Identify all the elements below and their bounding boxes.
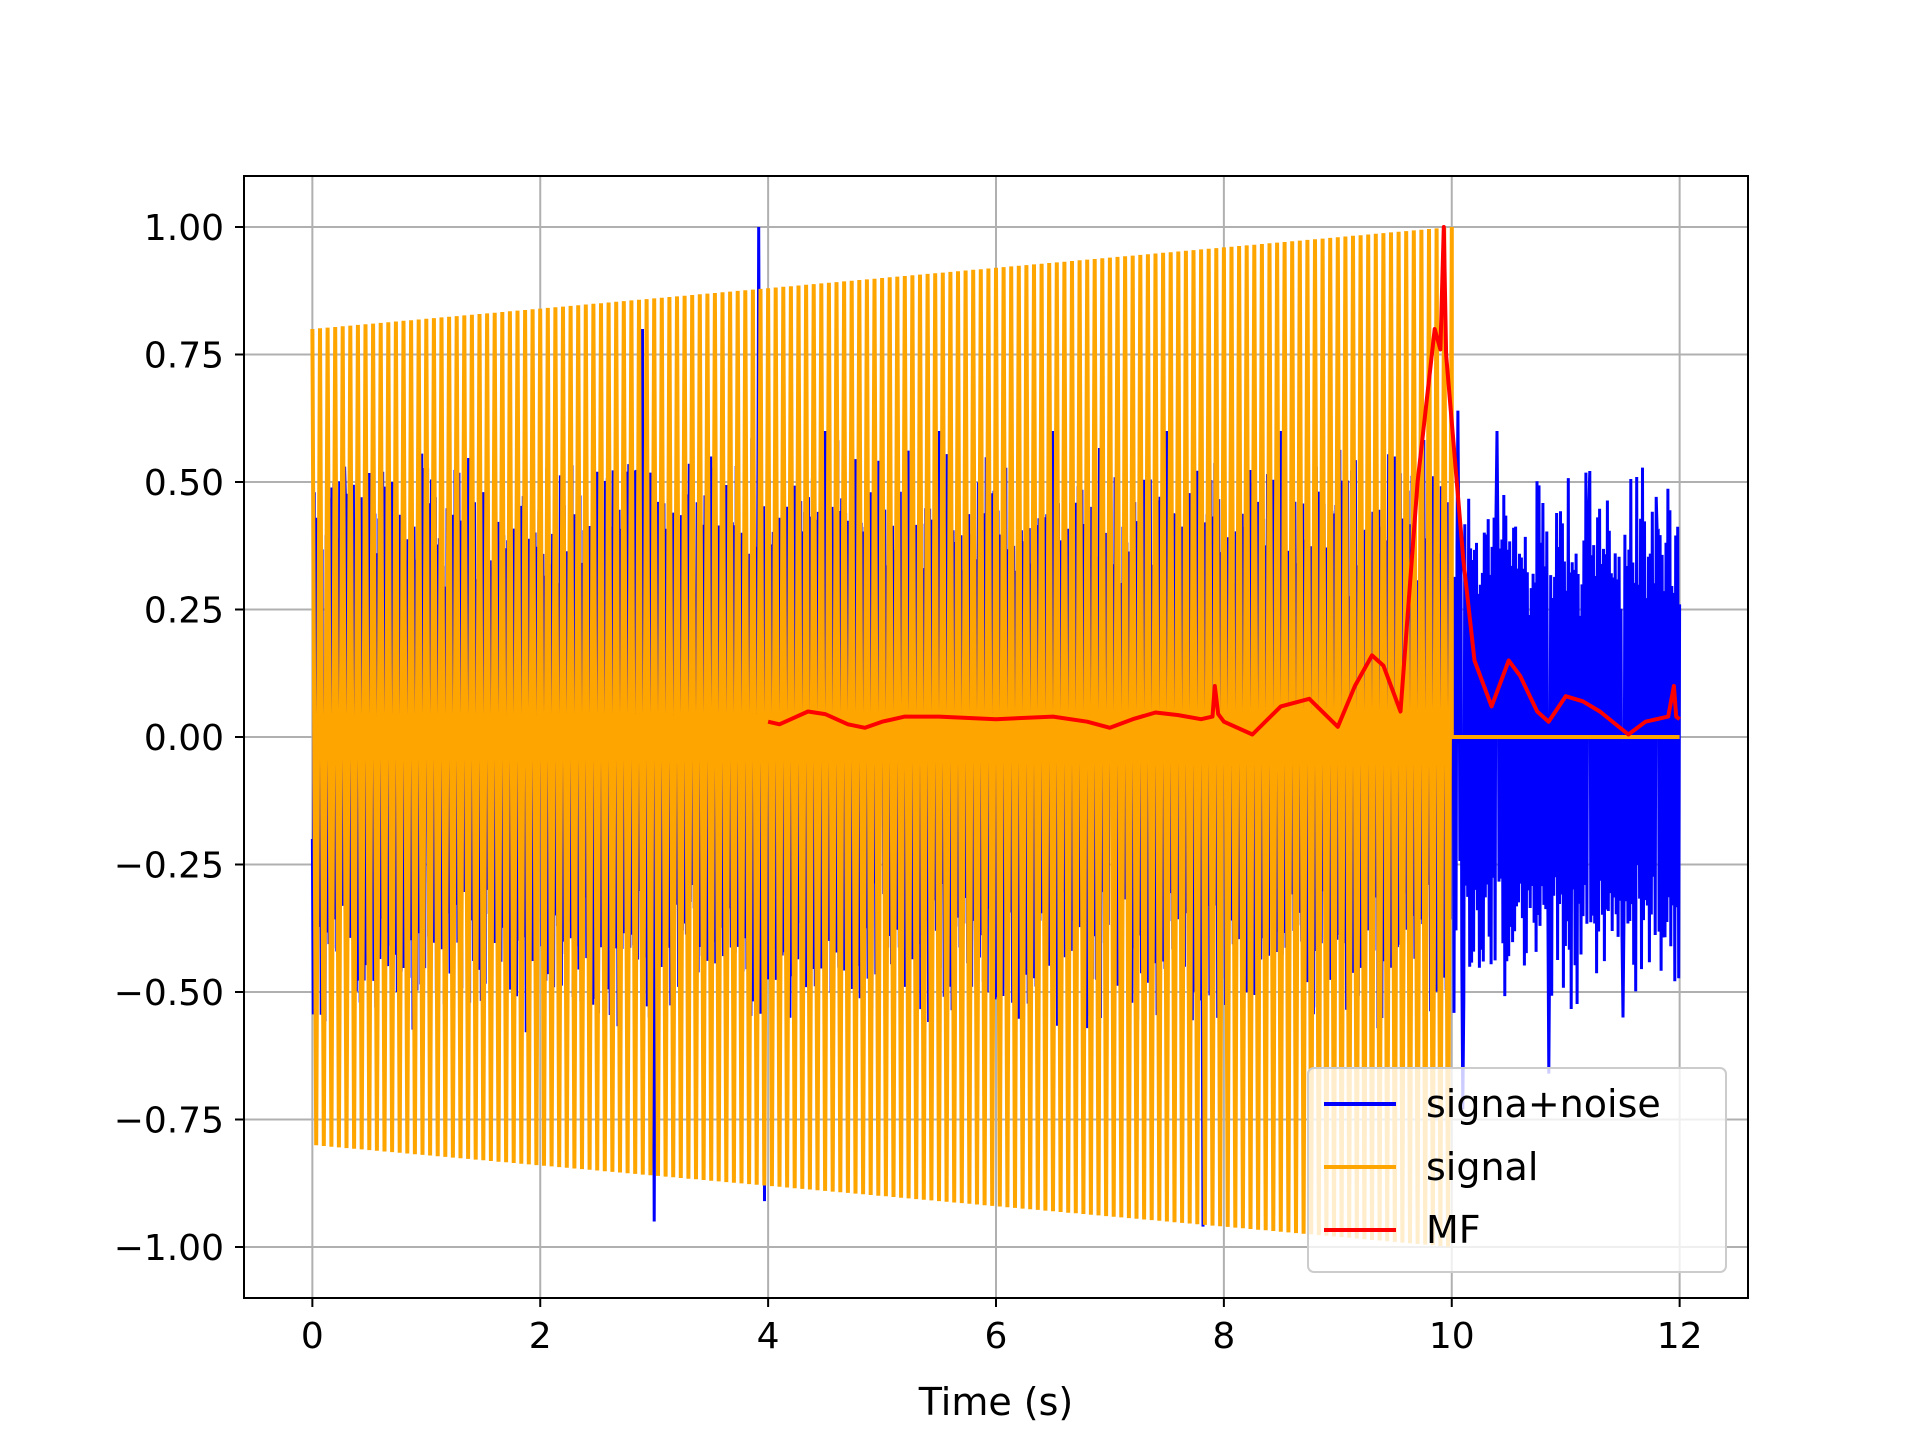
y-tick-label: 0.25 — [144, 591, 224, 632]
x-tick-label: 0 — [301, 1316, 324, 1357]
x-tick-label: 12 — [1657, 1316, 1703, 1357]
x-tick-label: 10 — [1429, 1316, 1475, 1357]
y-tick-label: −0.25 — [114, 846, 224, 887]
y-tick-label: −1.00 — [114, 1228, 224, 1269]
series-signal-line — [310, 226, 1680, 1247]
y-tick-label: 1.00 — [144, 208, 224, 249]
y-tick-label: −0.75 — [114, 1101, 224, 1142]
x-tick-label: 4 — [757, 1316, 780, 1357]
x-tick-label: 6 — [985, 1316, 1008, 1357]
x-axis-label: Time (s) — [918, 1380, 1074, 1424]
plot-area — [244, 176, 1748, 1298]
y-tick-label: −0.50 — [114, 973, 224, 1014]
x-tick-label: 2 — [529, 1316, 552, 1357]
x-tick-label: 8 — [1212, 1316, 1235, 1357]
series-mf-line — [767, 225, 1681, 737]
legend: signa+noise signal MF — [1307, 1067, 1727, 1273]
y-tick-label: 0.75 — [144, 336, 224, 377]
legend-label: MF — [1426, 1208, 1481, 1252]
legend-label: signa+noise — [1426, 1082, 1661, 1126]
y-tick-label: 0.00 — [144, 718, 224, 759]
legend-label: signal — [1426, 1145, 1538, 1189]
legend-box — [1307, 1067, 1727, 1273]
axes: 0 2 4 6 8 10 12 1.00 0.75 0.50 0.25 0.00 −0.25 −0.50 −… — [114, 175, 1749, 1357]
y-tick-label: 0.50 — [144, 463, 224, 504]
